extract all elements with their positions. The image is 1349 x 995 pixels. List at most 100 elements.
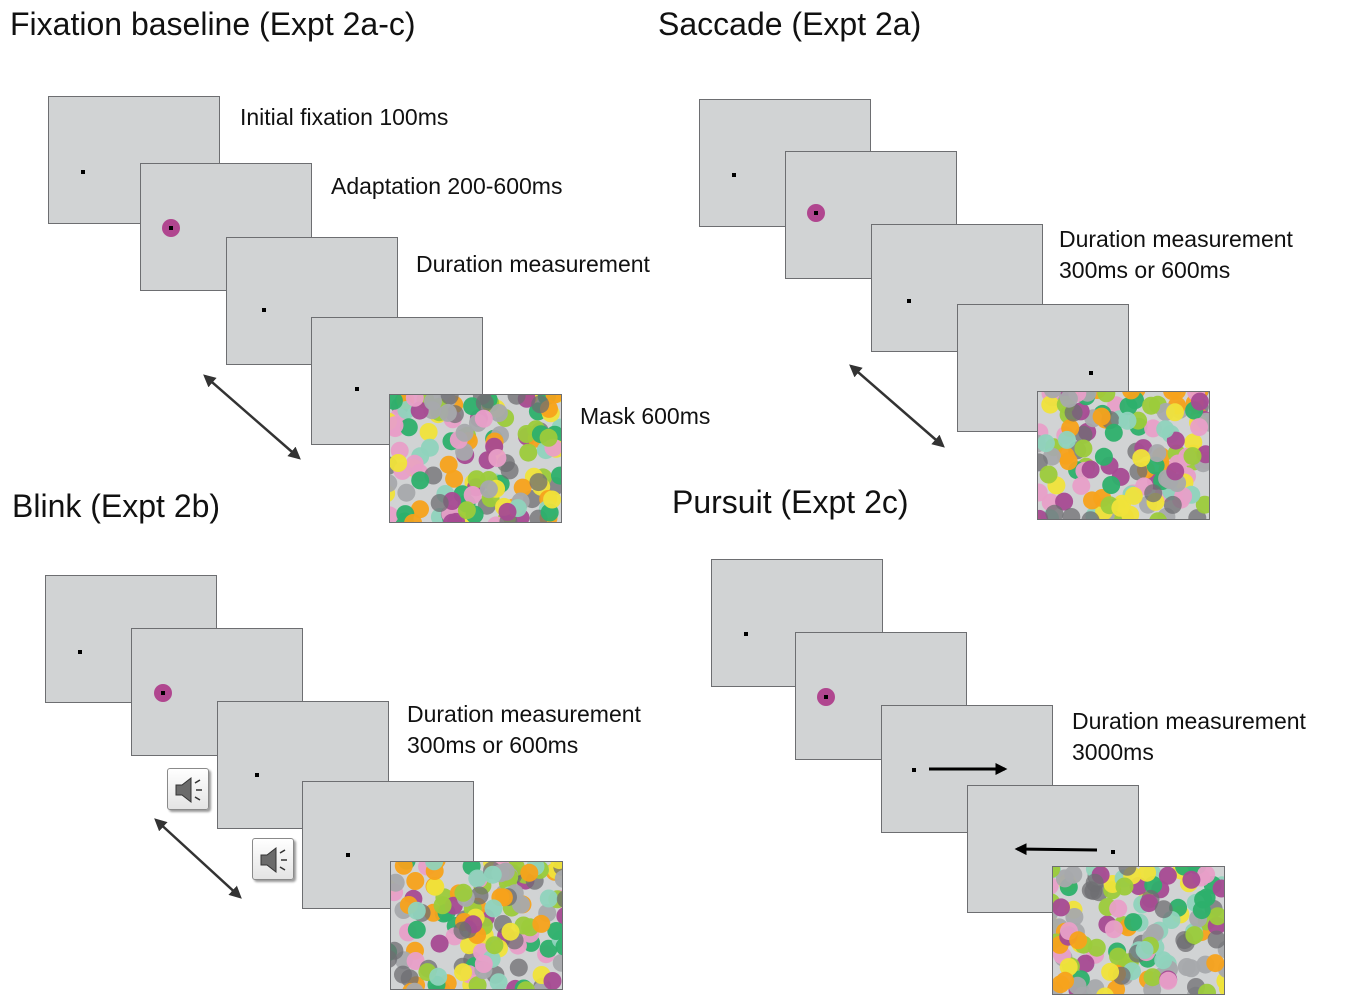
label-line: Duration measurement (1059, 226, 1293, 252)
mask-screen (1052, 866, 1225, 995)
mask-dot (1149, 512, 1167, 519)
mask-dot (1038, 434, 1055, 453)
mask-dot (1064, 403, 1083, 422)
mask-dot (430, 494, 449, 512)
mask-dot (1059, 958, 1078, 976)
mask-dot (474, 409, 493, 428)
mask-dot (390, 395, 403, 410)
adaptor-stimulus (162, 219, 180, 237)
duration-measurement-label: Duration measurement 300ms or 600ms (407, 699, 641, 761)
mask-dot (399, 418, 418, 437)
mask-dot (390, 416, 404, 435)
adaptation-label: Adaptation 200-600ms (331, 173, 563, 199)
mask-dot (1094, 447, 1113, 466)
mask-dot (1142, 396, 1161, 415)
fixation-point (81, 170, 85, 174)
mask-dots (1038, 392, 1209, 519)
mask-dot (550, 862, 562, 870)
mask-dot (1064, 867, 1083, 884)
mask-dot (454, 963, 473, 982)
mask-dot (424, 395, 442, 411)
mask-dot (529, 473, 548, 492)
mask-dot (1055, 492, 1074, 511)
mask-dot (1115, 877, 1134, 896)
mask-dot (1109, 899, 1128, 918)
mask-dot (474, 955, 493, 973)
mask-dot (443, 513, 461, 522)
mask-dot (507, 395, 526, 405)
mask-dot (1156, 420, 1175, 439)
mask-dot (1182, 870, 1201, 889)
mask-dot (397, 483, 416, 502)
initial-fixation-label: Initial fixation 100ms (240, 104, 449, 130)
mask-dot (1166, 403, 1184, 422)
mask-dot (1197, 867, 1216, 884)
mask-dot (1039, 465, 1058, 484)
mask-dot (406, 952, 425, 970)
mask-dot (1208, 907, 1224, 926)
label-line: Duration measurement (407, 701, 641, 727)
mask-dot (425, 862, 444, 871)
mask-dot (453, 921, 472, 940)
fixation-point (732, 173, 736, 177)
mask-dot (1184, 433, 1203, 452)
mask-dot (543, 972, 562, 989)
mask-dot (1056, 971, 1075, 990)
mask-dot (426, 877, 445, 896)
mask-dot (1069, 931, 1088, 950)
mask-dot (543, 490, 561, 509)
mask-dot (1185, 926, 1204, 945)
mask-dot (531, 395, 550, 414)
blink-panel-title: Blink (Expt 2b) (12, 488, 221, 524)
mask-dot (1053, 867, 1061, 878)
mask-dot (394, 965, 412, 984)
mask-dot (1194, 890, 1213, 909)
mask-dot (1159, 971, 1178, 990)
mask-dot (485, 936, 504, 955)
mask-dots (1053, 867, 1224, 994)
mask-dot (1132, 449, 1151, 468)
mask-dot (429, 967, 448, 986)
mask-dot (1122, 392, 1140, 400)
adaptor-stimulus (807, 204, 825, 222)
mask-dot (1212, 879, 1224, 898)
mask-dot (1081, 460, 1100, 479)
mask-dot (1124, 913, 1143, 932)
fixation-panel-title: Fixation baseline (Expt 2a-c) (10, 6, 416, 42)
mask-dot (407, 901, 426, 920)
saccade-panel-title: Saccade (Expt 2a) (658, 6, 922, 42)
mask-dot (1076, 954, 1095, 973)
mask-dot (454, 883, 473, 902)
mask-dot (1097, 392, 1116, 403)
mask-dot (1124, 486, 1143, 505)
mask-dot (555, 937, 562, 956)
speaker-icon (167, 768, 209, 810)
mask-dots (391, 862, 562, 989)
mask-dot (1138, 867, 1157, 882)
mask-screen (1037, 391, 1210, 520)
mask-dot (439, 455, 458, 474)
label-line: 300ms or 600ms (407, 732, 579, 758)
mask-dot (539, 428, 558, 447)
mask-dot (1041, 395, 1060, 414)
mask-dot (517, 425, 536, 443)
mask-dot (1085, 873, 1104, 892)
mask-dot (394, 862, 413, 875)
mask-screen (390, 861, 563, 990)
mask-dot (1190, 418, 1209, 437)
mask-dot (1144, 484, 1163, 503)
mask-dot (468, 869, 487, 888)
mask-dot (1092, 407, 1111, 426)
mask-dot (463, 486, 482, 504)
mask-dot (1096, 987, 1114, 994)
mask-dot (483, 865, 502, 884)
mask-dot (1058, 430, 1076, 449)
mask-dot (1102, 476, 1121, 494)
mask-dot (1182, 959, 1201, 978)
mask-dot (1118, 411, 1137, 430)
mask-dot (406, 872, 425, 890)
mask-dot (1207, 930, 1224, 949)
mask-dot (1081, 511, 1100, 519)
mask-dot (551, 466, 561, 485)
mask-dot (1190, 392, 1209, 411)
